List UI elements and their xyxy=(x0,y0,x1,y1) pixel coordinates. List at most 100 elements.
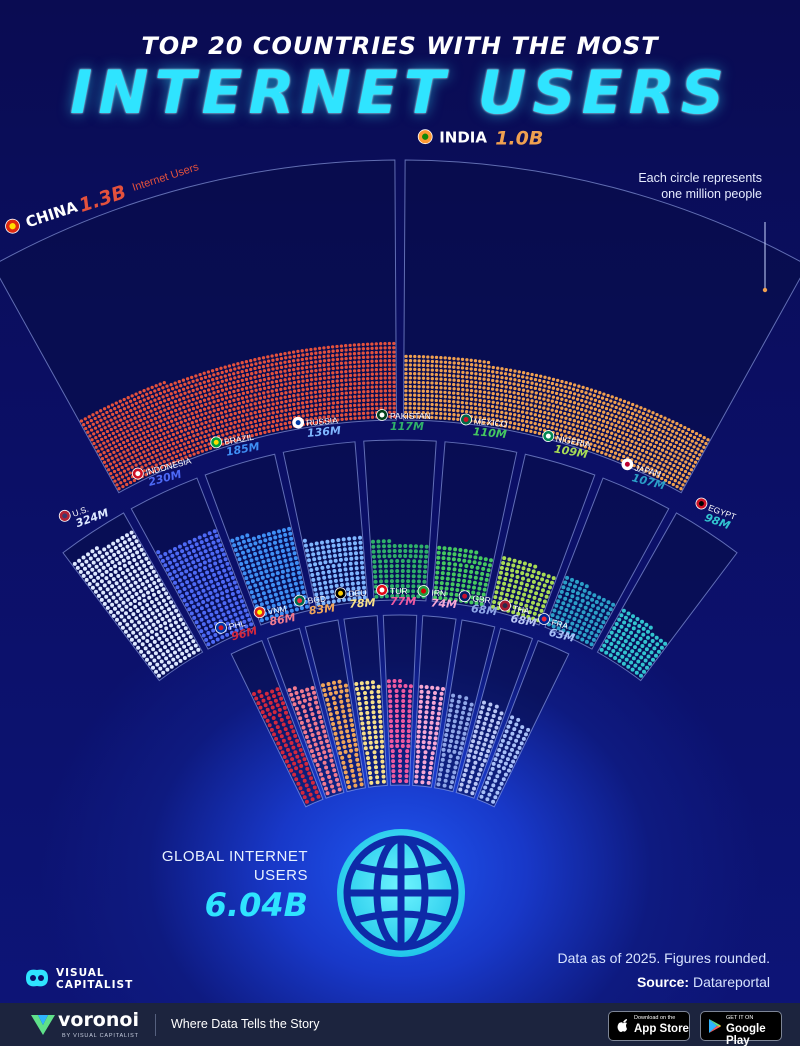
data-dot xyxy=(421,372,426,376)
data-dot xyxy=(275,392,280,397)
data-dot xyxy=(247,569,252,574)
data-dot xyxy=(418,709,423,714)
data-dot xyxy=(146,614,151,619)
data-dot xyxy=(604,604,609,609)
data-dot xyxy=(545,579,550,584)
data-dot xyxy=(178,434,182,439)
data-dot xyxy=(589,424,593,428)
data-dot xyxy=(507,425,512,429)
data-dot xyxy=(392,367,396,371)
data-dot xyxy=(323,402,327,406)
data-dot xyxy=(183,382,187,386)
data-dot xyxy=(646,629,650,634)
data-dot xyxy=(413,354,417,359)
germany-flag-icon xyxy=(334,587,347,600)
data-dot xyxy=(452,378,456,382)
data-dot xyxy=(613,644,618,649)
data-dot xyxy=(114,410,119,415)
data-dot xyxy=(257,418,262,423)
data-dot xyxy=(357,772,362,777)
voronoi-brand[interactable]: voronoi xyxy=(58,1009,139,1031)
data-dot xyxy=(677,437,681,441)
data-dot xyxy=(462,773,467,777)
data-dot xyxy=(312,737,317,742)
app-store-button[interactable]: Download on the App Store xyxy=(608,1011,690,1041)
data-dot xyxy=(348,561,353,566)
data-dot xyxy=(448,597,453,602)
data-dot xyxy=(571,605,576,610)
data-dot xyxy=(391,779,396,784)
data-dot xyxy=(584,409,588,413)
data-dot xyxy=(387,539,392,544)
data-dot xyxy=(565,619,570,624)
data-dot xyxy=(167,425,171,429)
data-dot xyxy=(156,578,161,583)
visual-capitalist-logo[interactable]: VISUAL CAPITALIST xyxy=(24,964,159,996)
data-dot xyxy=(360,686,365,691)
data-dot xyxy=(266,359,271,363)
data-dot xyxy=(474,601,479,606)
data-dot xyxy=(361,368,365,372)
data-dot xyxy=(215,430,220,434)
data-dot xyxy=(388,406,392,410)
data-dot xyxy=(559,401,563,406)
data-dot xyxy=(469,393,473,397)
data-dot xyxy=(196,602,201,607)
data-dot xyxy=(422,735,427,740)
data-dot xyxy=(159,659,164,664)
data-dot xyxy=(324,765,329,770)
data-dot xyxy=(614,622,619,626)
data-dot xyxy=(204,538,209,542)
data-dot xyxy=(667,480,672,485)
data-dot xyxy=(439,762,444,767)
data-dot xyxy=(137,442,142,447)
data-dot xyxy=(253,402,257,406)
data-dot xyxy=(343,552,348,557)
data-dot xyxy=(619,613,624,618)
data-dot xyxy=(296,358,300,362)
data-dot xyxy=(331,418,336,423)
data-dot xyxy=(283,558,288,563)
data-dot xyxy=(101,412,105,417)
data-dot xyxy=(108,567,113,571)
data-dot xyxy=(440,571,445,576)
data-dot xyxy=(102,601,107,606)
data-dot xyxy=(368,771,372,775)
data-dot xyxy=(439,691,444,696)
data-dot xyxy=(253,419,257,424)
data-dot xyxy=(434,726,439,731)
data-dot xyxy=(321,601,326,606)
data-dot xyxy=(491,418,495,422)
data-dot xyxy=(684,460,688,464)
data-dot xyxy=(392,350,396,354)
data-dot xyxy=(468,775,473,779)
google-play-button[interactable]: GET IT ON Google Play xyxy=(700,1011,782,1046)
data-dot xyxy=(191,604,196,609)
data-dot xyxy=(422,579,427,584)
data-dot xyxy=(448,360,452,365)
data-dot xyxy=(194,410,198,414)
data-dot xyxy=(187,426,192,430)
data-dot xyxy=(187,573,192,578)
data-dot xyxy=(287,403,292,407)
data-dot xyxy=(585,387,589,391)
data-dot xyxy=(142,563,147,568)
data-dot xyxy=(551,386,556,390)
data-dot xyxy=(263,421,267,426)
data-dot xyxy=(136,457,140,462)
data-dot xyxy=(293,734,298,738)
data-dot xyxy=(189,646,194,651)
data-dot xyxy=(665,441,669,445)
voronoi-logo-icon xyxy=(31,1015,55,1035)
data-dot xyxy=(191,397,195,402)
data-dot xyxy=(296,695,301,700)
data-dot xyxy=(538,383,543,387)
data-dot xyxy=(184,591,189,596)
data-dot xyxy=(482,399,487,403)
data-dot xyxy=(533,564,538,569)
data-dot xyxy=(529,385,533,390)
data-dot xyxy=(576,607,581,612)
data-dot xyxy=(421,363,426,368)
data-dot xyxy=(357,351,361,356)
data-dot xyxy=(224,396,229,400)
